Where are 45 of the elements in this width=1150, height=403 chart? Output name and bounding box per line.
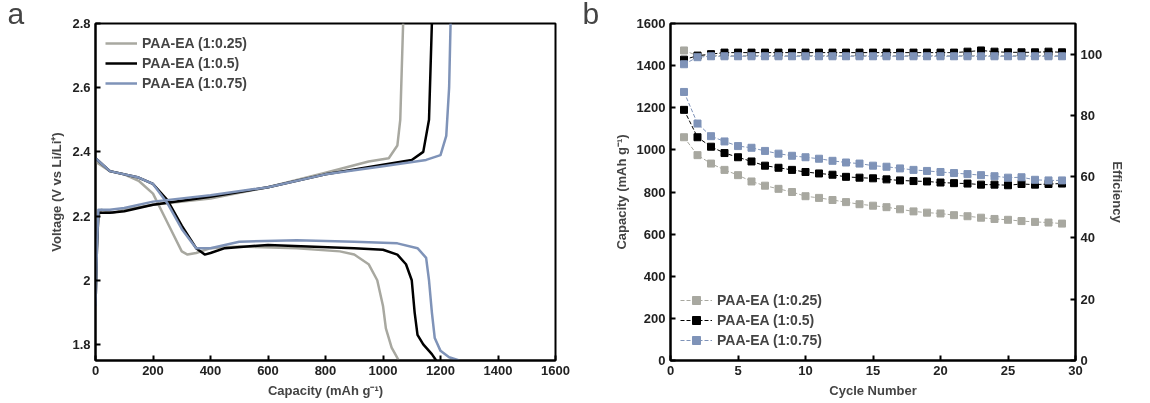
y-tick-label: 2.8 xyxy=(72,16,91,31)
legend-label: PAA-EA (1:0.25) xyxy=(717,292,823,308)
y-tick-label: 1.8 xyxy=(72,336,91,352)
x-tick-label: 600 xyxy=(257,362,279,378)
x-tick-label: 400 xyxy=(199,362,222,378)
y-tick-label: 2 xyxy=(83,272,91,288)
legend-label: PAA-EA (1:0.5) xyxy=(142,55,240,71)
text: b xyxy=(582,0,600,30)
y-tick-label: 400 xyxy=(643,268,666,284)
x-tick-label: 5 xyxy=(734,362,742,378)
x-tick-label: 800 xyxy=(314,362,337,378)
legend-label: PAA-EA (1:0.25) xyxy=(142,35,248,51)
y2-tick-label: 40 xyxy=(1080,230,1095,246)
x-tick-label: 1000 xyxy=(368,362,398,378)
y-axis-title: Voltage (V vs Li/Li⁺) xyxy=(49,132,65,252)
y-tick-label: 600 xyxy=(643,226,666,242)
y-tick-label: 800 xyxy=(643,184,666,200)
y-tick-label: 1200 xyxy=(636,100,666,116)
y2-axis-title: Efficiency xyxy=(1110,161,1126,224)
x-tick-label: 1600 xyxy=(541,362,570,378)
y-tick-label: 2.4 xyxy=(72,144,92,160)
x-axis-title: Capacity (mAh g⁻¹) xyxy=(267,382,384,398)
y2-tick-label: 100 xyxy=(1080,46,1103,62)
text: a xyxy=(7,0,25,30)
legend-label: PAA-EA (1:0.75) xyxy=(717,332,823,348)
y-tick-label: 1600 xyxy=(636,16,666,31)
y2-tick-label: 60 xyxy=(1080,169,1095,185)
y-tick-label: 2.6 xyxy=(72,80,91,96)
y-tick-label: 200 xyxy=(643,310,666,326)
x-tick-label: 1400 xyxy=(483,362,513,378)
y2-tick-label: 20 xyxy=(1080,291,1095,307)
x-tick-label: 25 xyxy=(1000,362,1016,378)
y-tick-label: 1400 xyxy=(636,58,666,74)
x-tick-label: 20 xyxy=(933,362,948,378)
y2-tick-label: 80 xyxy=(1080,107,1095,123)
x-tick-label: 10 xyxy=(798,362,813,378)
legend-label: PAA-EA (1:0.5) xyxy=(717,312,815,328)
x-tick-label: 200 xyxy=(142,362,164,378)
legend-label: PAA-EA (1:0.75) xyxy=(142,75,248,91)
x-tick-label: 15 xyxy=(865,362,881,378)
x-axis-title: Cycle Number xyxy=(829,382,917,398)
y-tick-label: 1000 xyxy=(636,142,666,158)
y-tick-label: 2.2 xyxy=(72,208,91,224)
x-tick-label: 1200 xyxy=(426,362,455,378)
y-axis-title: Capacity (mAh g⁻¹) xyxy=(613,134,629,250)
